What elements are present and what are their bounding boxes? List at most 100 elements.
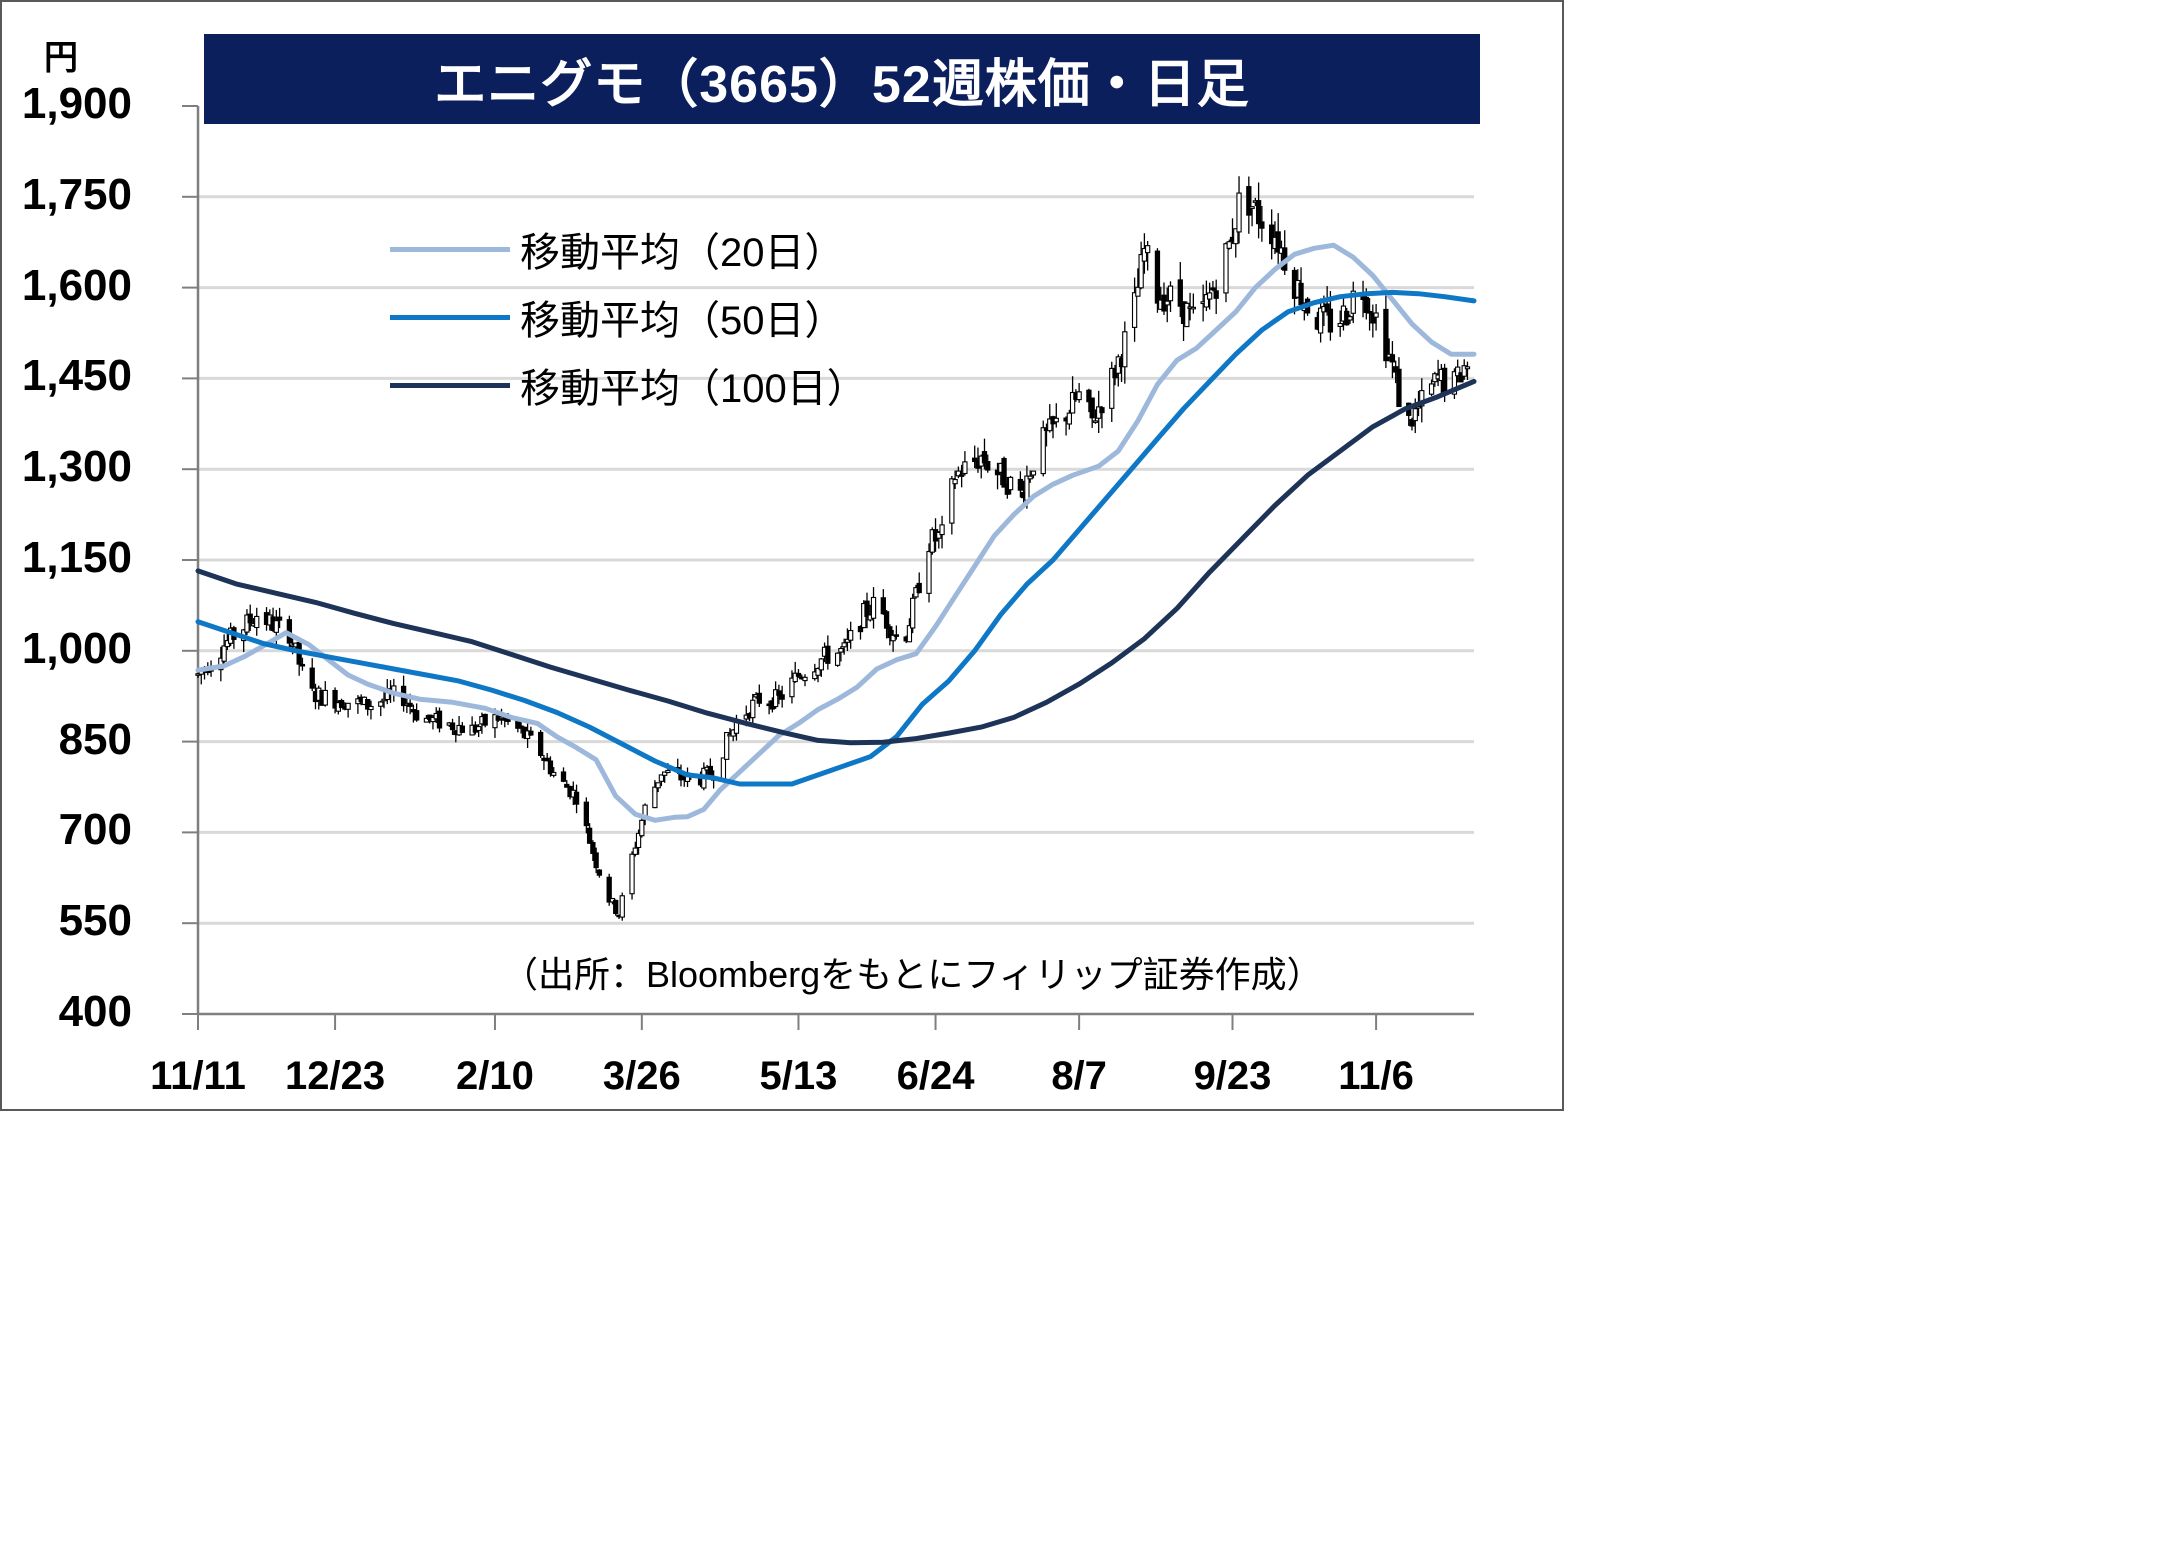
candle-body bbox=[338, 699, 345, 709]
legend-swatch-ma20 bbox=[390, 247, 510, 252]
candle-body bbox=[936, 531, 942, 539]
x-tick-label: 8/7 bbox=[1051, 1054, 1107, 1098]
candle-body bbox=[952, 478, 958, 485]
x-tick-label: 9/23 bbox=[1193, 1054, 1272, 1098]
candle-body bbox=[1141, 247, 1148, 262]
candle-body bbox=[430, 716, 436, 723]
chart-title: エニグモ（3665）52週株価・日足 bbox=[434, 55, 1250, 114]
source-note: （出所：Bloombergをもとにフィリップ証券作成） bbox=[502, 954, 1323, 995]
candle-body bbox=[1259, 221, 1265, 229]
candle-body bbox=[1040, 427, 1046, 475]
candle-body bbox=[958, 474, 965, 477]
candle-body bbox=[910, 597, 916, 629]
x-tick-label: 6/24 bbox=[896, 1054, 975, 1098]
x-tick-label: 5/13 bbox=[759, 1054, 838, 1098]
candle-body bbox=[639, 819, 645, 837]
candle-body bbox=[955, 470, 962, 477]
candle-body bbox=[1099, 407, 1105, 414]
candle-body bbox=[560, 771, 567, 782]
candle-body bbox=[1428, 383, 1435, 395]
candle-body bbox=[1210, 287, 1216, 291]
ma-line-20 bbox=[195, 242, 1477, 823]
legend-label-ma100: 移動平均（100日） bbox=[520, 367, 867, 411]
candle-body bbox=[332, 689, 338, 709]
candle-body bbox=[1350, 290, 1356, 314]
candle-body bbox=[1001, 457, 1007, 488]
legend-label-ma20: 移動平均（20日） bbox=[520, 231, 845, 275]
candle-body bbox=[1396, 368, 1402, 408]
candle-body bbox=[652, 786, 658, 809]
candle-body bbox=[893, 634, 900, 637]
candle-body bbox=[378, 701, 384, 707]
candle-body bbox=[365, 699, 371, 710]
candle-body bbox=[538, 731, 544, 757]
candle-body bbox=[795, 672, 802, 677]
candle-body bbox=[772, 689, 779, 708]
candle-body bbox=[870, 596, 877, 619]
y-tick-label: 850 bbox=[58, 714, 132, 764]
candle-body bbox=[1190, 306, 1196, 310]
candle-body bbox=[482, 713, 488, 726]
candlesticks bbox=[195, 176, 1471, 921]
legend-swatch-ma50 bbox=[390, 315, 510, 320]
candle-body bbox=[476, 726, 482, 732]
y-tick-label: 1,600 bbox=[21, 260, 132, 310]
chart-title-bar: エニグモ（3665）52週株価・日足 bbox=[204, 34, 1480, 124]
candle-body bbox=[756, 692, 762, 704]
candle-body bbox=[789, 677, 795, 698]
candle-body bbox=[733, 721, 740, 734]
x-tick-label: 11/11 bbox=[150, 1054, 246, 1098]
candle-body bbox=[436, 710, 443, 729]
legend-label-ma50: 移動平均（50日） bbox=[520, 299, 845, 343]
candle-body bbox=[981, 451, 988, 464]
candle-body bbox=[1412, 408, 1418, 422]
candle-body bbox=[322, 689, 328, 706]
candle-body bbox=[1233, 228, 1239, 245]
candle-body bbox=[985, 460, 991, 471]
candle-body bbox=[724, 732, 730, 760]
chart-frame bbox=[0, 0, 1564, 1111]
candle-body bbox=[818, 658, 824, 671]
candle-body bbox=[802, 676, 808, 682]
y-tick-label: 1,450 bbox=[21, 351, 132, 401]
y-tick-label: 1,300 bbox=[21, 442, 132, 492]
candle-body bbox=[1373, 312, 1379, 318]
candle-body bbox=[449, 722, 456, 731]
x-tick-label: 12/23 bbox=[285, 1054, 386, 1098]
candle-body bbox=[857, 625, 864, 633]
legend-item-ma100: 移動平均（100日） bbox=[390, 356, 910, 416]
candle-body bbox=[1409, 419, 1415, 427]
candle-body bbox=[273, 620, 279, 633]
candle-body bbox=[1223, 243, 1229, 294]
chart-plot bbox=[182, 105, 1477, 1030]
candle-body bbox=[407, 702, 413, 707]
moving-average-lines bbox=[195, 242, 1477, 823]
candle-body bbox=[1069, 391, 1076, 414]
candle-body bbox=[590, 842, 596, 854]
candle-body bbox=[1458, 372, 1464, 383]
y-tick-label: 400 bbox=[58, 987, 132, 1036]
candle-body bbox=[629, 853, 635, 895]
ma-line-100 bbox=[195, 378, 1477, 746]
candle-body bbox=[1464, 366, 1471, 370]
candle-body bbox=[1327, 308, 1334, 333]
candle-body bbox=[423, 717, 430, 723]
candle-body bbox=[547, 760, 554, 775]
y-tick-label: 1,750 bbox=[21, 169, 132, 219]
candle-body bbox=[864, 600, 870, 618]
candle-body bbox=[459, 725, 465, 733]
candle-body bbox=[1086, 389, 1092, 403]
candle-body bbox=[1024, 475, 1030, 501]
candle-body bbox=[1455, 366, 1461, 377]
candle-body bbox=[247, 613, 253, 624]
candle-body bbox=[1213, 290, 1219, 299]
candle-body bbox=[815, 667, 821, 676]
candle-body bbox=[1347, 316, 1353, 321]
candle-body bbox=[1184, 302, 1190, 328]
candle-body bbox=[564, 783, 570, 788]
candle-body bbox=[606, 876, 612, 903]
x-tick-label: 3/26 bbox=[602, 1054, 681, 1098]
candle-body bbox=[665, 769, 671, 774]
candle-body bbox=[1370, 312, 1376, 324]
candle-body bbox=[962, 461, 968, 475]
